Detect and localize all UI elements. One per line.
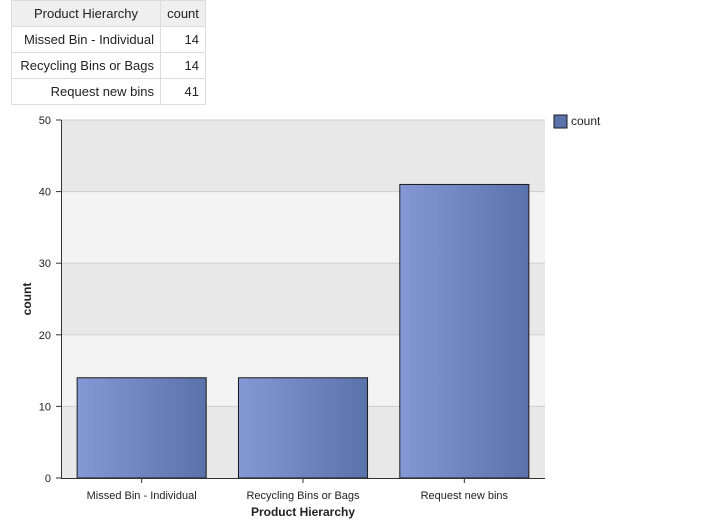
column-header-count[interactable]: count — [160, 0, 206, 27]
bar-recycling-bins-or-bags[interactable] — [237, 377, 369, 479]
bar-missed-bin-individual[interactable] — [76, 377, 207, 479]
x-tick-label: Request new bins — [421, 490, 509, 502]
column-header-product-hierarchy[interactable]: Product Hierarchy — [11, 0, 161, 27]
table-cell-count: 14 — [160, 52, 206, 79]
table-cell-count: 14 — [160, 26, 206, 53]
x-axis-title: Product Hierarchy — [251, 505, 355, 519]
legend: count — [553, 114, 601, 129]
legend-swatch-count[interactable] — [553, 114, 568, 129]
y-tick-label: 50 — [39, 115, 51, 127]
plot-band — [61, 120, 545, 192]
y-tick-label: 40 — [39, 187, 51, 199]
x-axis: Missed Bin - Individual Recycling Bins or… — [61, 478, 545, 502]
y-axis: 0 10 20 30 40 50 — [39, 115, 62, 485]
legend-label-count[interactable]: count — [571, 114, 601, 128]
bar-request-new-bins[interactable] — [399, 183, 530, 479]
y-tick-label: 10 — [39, 401, 51, 413]
y-tick-label: 20 — [39, 330, 51, 342]
y-tick-label: 0 — [45, 473, 51, 485]
y-tick-label: 30 — [39, 258, 51, 270]
x-tick-label: Missed Bin - Individual — [87, 490, 197, 502]
table-header-row: Product Hierarchy count — [11, 0, 206, 27]
table-cell-count: 41 — [160, 78, 206, 105]
y-axis-title: count — [20, 283, 34, 316]
table-cell-name: Recycling Bins or Bags — [11, 52, 161, 79]
data-table: Product Hierarchy count Missed Bin - Ind… — [11, 0, 206, 105]
table-cell-name: Request new bins — [11, 78, 161, 105]
table-row: Request new bins 41 — [11, 78, 206, 105]
x-tick-label: Recycling Bins or Bags — [246, 490, 360, 502]
table-row: Recycling Bins or Bags 14 — [11, 52, 206, 79]
